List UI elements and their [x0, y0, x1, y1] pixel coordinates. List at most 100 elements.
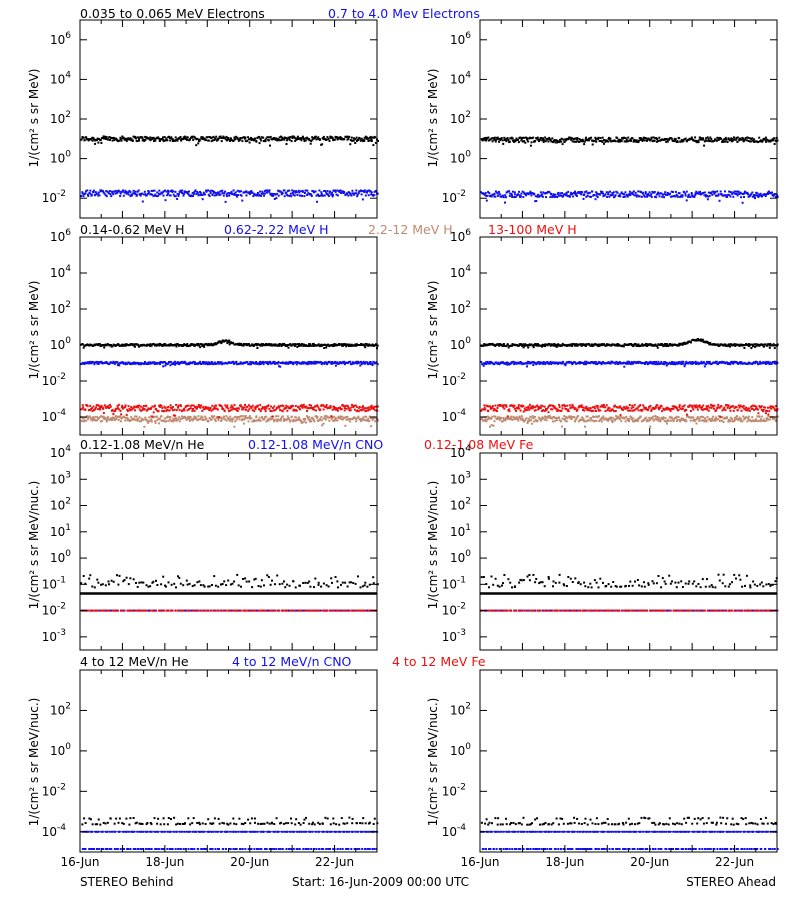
- data-point: [198, 344, 201, 347]
- data-point: [508, 410, 511, 413]
- data-point: [694, 194, 697, 197]
- data-point: [98, 361, 101, 364]
- data-point: [604, 417, 607, 420]
- data-point: [134, 419, 137, 422]
- data-point: [278, 139, 281, 142]
- data-point: [711, 417, 714, 420]
- data-point: [352, 139, 355, 142]
- data-point: [90, 362, 93, 365]
- data-point: [509, 416, 512, 419]
- data-point: [212, 407, 215, 410]
- data-point: [757, 420, 760, 423]
- data-point: [221, 339, 224, 342]
- data-point: [561, 143, 564, 146]
- data-point: [111, 139, 114, 142]
- data-point: [166, 139, 169, 142]
- data-point: [499, 418, 502, 421]
- data-point: [676, 139, 679, 142]
- data-point: [340, 408, 343, 410]
- data-point: [655, 344, 658, 347]
- data-point: [219, 193, 222, 196]
- data-point: [261, 360, 264, 363]
- data-point: [325, 139, 328, 141]
- data-point: [535, 137, 538, 140]
- data-point: [585, 415, 588, 418]
- data-point: [267, 139, 270, 142]
- data-point: [154, 404, 156, 407]
- data-point: [623, 140, 626, 143]
- data-point: [254, 137, 256, 140]
- data-point: [496, 418, 499, 420]
- data-point: [280, 135, 282, 138]
- data-point: [527, 420, 529, 423]
- data-point: [90, 138, 93, 141]
- data-point: [186, 417, 189, 420]
- data-point: [588, 139, 590, 142]
- data-point: [164, 343, 167, 346]
- data-point: [502, 406, 505, 409]
- data-point: [117, 407, 119, 410]
- data-point: [287, 343, 290, 346]
- data-point: [169, 416, 172, 418]
- data-point: [632, 417, 635, 420]
- data-point: [646, 195, 648, 198]
- data-point: [308, 139, 311, 142]
- data-point: [307, 192, 310, 195]
- data-point: [168, 416, 171, 419]
- data-point: [179, 136, 182, 138]
- data-point: [666, 138, 669, 141]
- data-point: [199, 406, 202, 409]
- data-point: [747, 417, 749, 420]
- data-point: [341, 415, 344, 418]
- data-point: [226, 362, 228, 365]
- data-point: [486, 194, 489, 197]
- data-point: [88, 138, 90, 141]
- data-point: [548, 415, 551, 418]
- data-point: [634, 343, 637, 346]
- data-point: [151, 189, 154, 192]
- data-point: [598, 415, 600, 418]
- data-point: [309, 407, 312, 409]
- data-point: [570, 415, 572, 418]
- data-point: [124, 344, 127, 347]
- data-point: [741, 420, 744, 423]
- data-point: [333, 343, 336, 345]
- data-point: [644, 362, 647, 365]
- data-point: [491, 405, 494, 408]
- data-point: [597, 343, 600, 346]
- data-point: [218, 193, 221, 196]
- data-point: [645, 345, 648, 347]
- data-point: [213, 406, 216, 408]
- data-point: [351, 403, 353, 406]
- data-point: [206, 344, 209, 347]
- data-point: [320, 419, 323, 422]
- ylabel-protons-behind: 1/(cm² s sr MeV): [27, 281, 41, 380]
- data-point: [117, 189, 120, 192]
- data-point: [108, 407, 111, 409]
- data-point: [235, 409, 238, 411]
- data-point: [307, 343, 310, 346]
- data-point: [154, 421, 157, 424]
- data-point: [111, 191, 114, 194]
- data-point: [355, 344, 358, 347]
- data-point: [763, 193, 766, 196]
- data-point: [583, 143, 586, 146]
- data-point: [665, 140, 668, 143]
- data-point: [179, 189, 182, 192]
- data-point: [650, 343, 653, 346]
- data-point: [217, 419, 220, 422]
- data-point: [573, 343, 576, 346]
- data-point: [249, 415, 251, 418]
- data-point: [343, 191, 346, 194]
- data-point: [226, 139, 228, 142]
- data-point: [374, 136, 377, 139]
- data-point: [132, 362, 134, 365]
- data-point: [574, 193, 577, 196]
- data-point: [346, 343, 349, 346]
- data-point: [197, 343, 200, 345]
- data-point: [151, 193, 154, 196]
- data-point: [289, 419, 292, 422]
- data-point: [95, 406, 98, 409]
- data-point: [132, 189, 135, 192]
- data-point: [339, 138, 342, 141]
